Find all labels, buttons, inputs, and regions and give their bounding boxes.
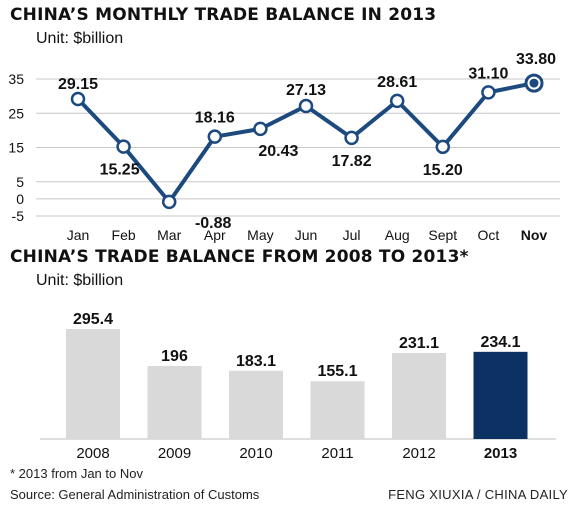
y-tick-label: 5 xyxy=(16,174,24,190)
x-tick-label: Apr xyxy=(204,227,226,243)
data-label: 33.80 xyxy=(516,51,556,68)
data-point xyxy=(116,139,131,154)
x-tick-label: Sept xyxy=(428,227,457,243)
bar-category-label: 2012 xyxy=(402,445,435,462)
credit-line: FENG XIUXIA / CHINA DAILY xyxy=(388,487,568,502)
source-note: Source: General Administration of Custom… xyxy=(10,487,260,502)
bar xyxy=(473,351,528,439)
bar-value-label: 196 xyxy=(161,348,188,365)
y-tick-label: 0 xyxy=(16,191,24,207)
bar xyxy=(66,329,120,439)
bar-category-label: 2008 xyxy=(76,445,109,462)
data-label: 27.13 xyxy=(286,82,326,99)
bar-chart-unit-label: Unit: $billion xyxy=(36,272,124,289)
data-point xyxy=(70,91,86,107)
data-label: 15.25 xyxy=(100,162,140,179)
data-point xyxy=(298,98,314,114)
bar-value-label: 234.1 xyxy=(480,334,520,351)
bar-value-label: 183.1 xyxy=(236,353,276,370)
bar xyxy=(392,352,446,439)
data-label: 28.61 xyxy=(377,74,417,91)
bar-category-label: 2011 xyxy=(321,445,353,462)
bar xyxy=(310,381,365,439)
data-label: -0.88 xyxy=(195,215,232,232)
data-label: 17.82 xyxy=(332,153,372,170)
data-point xyxy=(435,139,451,155)
x-tick-label: Mar xyxy=(157,227,181,243)
bar-value-label: 295.4 xyxy=(73,311,113,328)
data-point xyxy=(253,121,268,137)
bar-value-label: 231.1 xyxy=(399,335,439,352)
x-tick-label: Jan xyxy=(67,227,90,243)
data-label: 20.43 xyxy=(258,143,298,160)
y-tick-label: 35 xyxy=(8,71,24,87)
bar-chart-title: CHINA’S TRADE BALANCE FROM 2008 TO 2013* xyxy=(10,247,469,267)
bar-category-label: 2013 xyxy=(484,445,517,462)
data-point xyxy=(529,78,539,88)
x-tick-label: Aug xyxy=(385,227,410,243)
bar-value-label: 155.1 xyxy=(317,363,357,380)
data-label: 29.15 xyxy=(58,76,98,93)
data-label: 31.10 xyxy=(468,65,508,82)
x-tick-label: May xyxy=(247,227,273,243)
data-point xyxy=(481,85,496,100)
line-chart-title: CHINA’S MONTHLY TRADE BALANCE IN 2013 xyxy=(10,5,437,25)
x-tick-label: Jul xyxy=(343,227,361,243)
x-tick-label: Feb xyxy=(112,227,136,243)
data-point xyxy=(207,129,223,144)
y-tick-label: -5 xyxy=(12,208,25,224)
bar-category-label: 2009 xyxy=(158,445,191,462)
bar xyxy=(229,370,283,439)
data-point xyxy=(161,194,177,210)
x-tick-label: Nov xyxy=(521,227,548,243)
data-label: 15.20 xyxy=(423,162,463,179)
x-tick-label: Jun xyxy=(295,227,318,243)
data-point xyxy=(389,93,405,109)
y-tick-label: 25 xyxy=(8,105,24,121)
footnote: * 2013 from Jan to Nov xyxy=(10,466,143,481)
data-label: 18.16 xyxy=(195,110,235,127)
data-point xyxy=(344,130,359,146)
y-tick-label: 15 xyxy=(8,140,24,156)
x-tick-label: Oct xyxy=(478,227,500,243)
bar xyxy=(147,366,202,439)
bar-category-label: 2010 xyxy=(239,445,272,462)
line-chart-unit-label: Unit: $billion xyxy=(36,30,124,47)
